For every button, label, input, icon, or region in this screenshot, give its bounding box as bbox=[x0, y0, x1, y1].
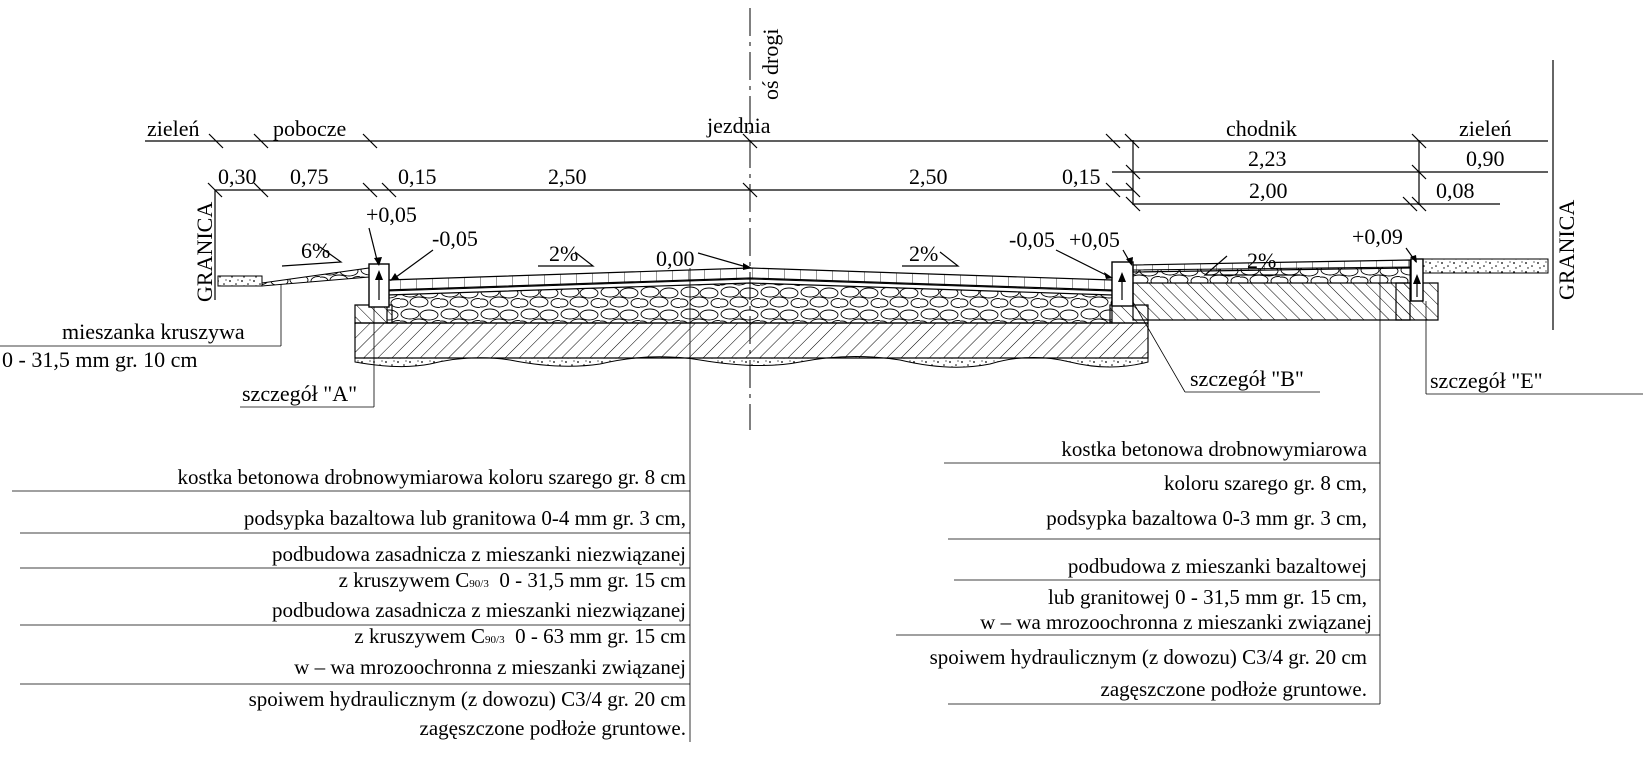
road-layer-6: zagęszczone podłoże gruntowe. bbox=[420, 716, 686, 740]
dim-2-00: 2,00 bbox=[1249, 178, 1288, 203]
dim-0-08: 0,08 bbox=[1436, 178, 1475, 203]
dim-0-15-left: 0,15 bbox=[398, 164, 437, 189]
walk-layer-3a: podbudowa z mieszanki bazaltowej bbox=[1068, 554, 1367, 578]
elev-plus-0-05-right: +0,05 bbox=[1069, 227, 1120, 252]
road-layer-4a: podbudowa zasadnicza z mieszanki niezwią… bbox=[272, 598, 686, 622]
pavement-structure bbox=[217, 258, 1549, 368]
dim-2-50-left: 2,50 bbox=[548, 164, 587, 189]
elev-plus-0-09: +0,09 bbox=[1352, 224, 1403, 249]
zone-jezdnia: jezdnia bbox=[706, 113, 771, 138]
left-note-line1: mieszanka kruszywa bbox=[62, 319, 245, 344]
elev-0-00: 0,00 bbox=[656, 246, 695, 271]
dim-0-15-right: 0,15 bbox=[1062, 164, 1101, 189]
detail-b-label: szczegół "B" bbox=[1190, 366, 1304, 391]
slope-2-percent-walkway: 2% bbox=[1203, 248, 1300, 276]
elev-minus-0-05-right: -0,05 bbox=[1009, 227, 1055, 252]
zone-zielen-right: zieleń bbox=[1459, 116, 1512, 141]
walk-layer-3b: lub granitowej 0 - 31,5 mm gr. 15 cm, bbox=[1048, 585, 1367, 609]
svg-text:2%: 2% bbox=[1247, 248, 1276, 273]
road-axis-label: oś drogi bbox=[758, 29, 783, 101]
boundary-right-label: GRANICA bbox=[1554, 200, 1579, 300]
road-layer-2: podsypka bazaltowa lub granitowa 0-4 mm … bbox=[244, 506, 686, 530]
main-dimension-line bbox=[207, 182, 1141, 300]
zone-dimension-line bbox=[145, 133, 1548, 149]
walkway-dimension-line-upper bbox=[1112, 164, 1548, 180]
walkway-layer-legend: kostka betonowa drobnowymiarowa koloru s… bbox=[896, 275, 1381, 705]
svg-text:2%: 2% bbox=[909, 241, 938, 266]
walk-layer-5: zagęszczone podłoże gruntowe. bbox=[1101, 677, 1367, 701]
slope-2-percent-right: 2% bbox=[902, 241, 960, 267]
dim-2-23: 2,23 bbox=[1248, 146, 1287, 171]
dim-2-50-right: 2,50 bbox=[909, 164, 948, 189]
elev-minus-0-05-left: -0,05 bbox=[432, 226, 478, 251]
dim-0-90: 0,90 bbox=[1466, 146, 1505, 171]
slope-6-percent: 6% bbox=[281, 238, 343, 267]
detail-e-label: szczegół "E" bbox=[1430, 368, 1543, 393]
walk-layer-2: podsypka bazaltowa 0-3 mm gr. 3 cm, bbox=[1046, 506, 1367, 530]
zone-pobocze: pobocze bbox=[273, 116, 346, 141]
road-layer-3b: z kruszywem C90/3 0 - 31,5 mm gr. 15 cm bbox=[339, 568, 686, 592]
zone-zielen-left: zieleń bbox=[147, 116, 200, 141]
walk-layer-4a: w – wa mrozoochronna z mieszanki związan… bbox=[980, 610, 1372, 634]
walk-layer-1b: koloru szarego gr. 8 cm, bbox=[1164, 471, 1367, 495]
dim-0-75: 0,75 bbox=[290, 164, 329, 189]
road-layer-5b: spoiwem hydraulicznym (z dowozu) C3/4 gr… bbox=[249, 687, 686, 711]
road-layer-3a: podbudowa zasadnicza z mieszanki niezwią… bbox=[272, 542, 686, 566]
walkway-dimension-line-lower bbox=[1125, 196, 1500, 212]
detail-a-label: szczegół "A" bbox=[242, 381, 357, 406]
walk-layer-1a: kostka betonowa drobnowymiarowa bbox=[1061, 437, 1367, 461]
dim-0-30: 0,30 bbox=[218, 164, 257, 189]
walk-layer-4b: spoiwem hydraulicznym (z dowozu) C3/4 gr… bbox=[930, 645, 1367, 669]
road-layer-1: kostka betonowa drobnowymiarowa koloru s… bbox=[177, 465, 686, 489]
road-layer-legend: kostka betonowa drobnowymiarowa koloru s… bbox=[12, 268, 691, 742]
left-note-line2: 0 - 31,5 mm gr. 10 cm bbox=[2, 347, 198, 372]
svg-text:2%: 2% bbox=[549, 241, 578, 266]
road-layer-5a: w – wa mrozoochronna z mieszanki związan… bbox=[294, 655, 686, 679]
road-layer-4b: z kruszywem C90/3 0 - 63 mm gr. 15 cm bbox=[354, 624, 686, 648]
zone-chodnik: chodnik bbox=[1226, 116, 1297, 141]
elev-plus-0-05-left: +0,05 bbox=[366, 202, 417, 227]
slope-2-percent-left: 2% bbox=[538, 241, 595, 267]
boundary-left-label: GRANICA bbox=[192, 202, 217, 302]
